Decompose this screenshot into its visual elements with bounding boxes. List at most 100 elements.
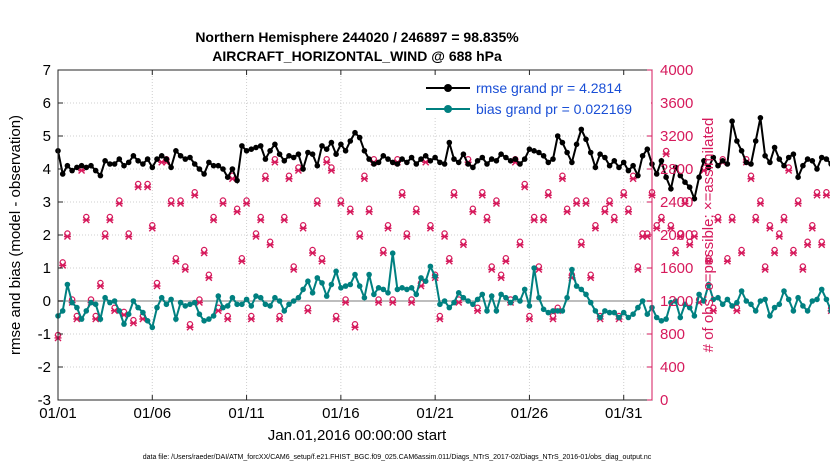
rmse-point [455,159,462,166]
obs-assimilated-marker [280,216,288,224]
legend-bias-label: bias grand pr = 0.022169 [476,101,632,117]
obs-assimilated-marker [337,200,345,207]
bias-point [111,298,118,304]
bias-point [540,306,547,313]
bias-point [380,286,387,293]
bias-point [498,291,504,298]
bias-point [130,298,137,304]
y-left-tick-label: 0 [43,293,51,310]
y-right-tick-label: 400 [660,359,685,376]
bias-point [818,286,825,293]
obs-assimilated-marker [497,274,505,282]
bias-point [314,275,321,281]
obs-assimilated-marker [502,257,510,265]
obs-assimilated-marker [285,175,293,183]
y-left-tick-label: 4 [43,161,51,178]
y-right-tick-label: 2000 [660,227,693,244]
obs-assimilated-marker [441,233,449,240]
bias-point [239,301,245,308]
bias-point [191,299,198,306]
obs-assimilated-marker [483,216,491,224]
rmse-point [715,162,721,169]
y-left-tick-label: 2 [43,227,51,244]
obs-assimilated-marker [822,191,830,199]
rmse-point [776,156,783,162]
obs-assimilated-marker [148,224,156,232]
y-left-tick-label: -2 [38,359,51,376]
rmse-point [394,161,401,167]
rmse-point [262,156,269,162]
bias-point [569,266,575,273]
rmse-point [78,162,85,169]
bias-point [488,293,495,299]
bias-point [323,293,330,299]
obs-assimilated-marker [723,257,731,265]
rmse-point [554,133,561,139]
obs-assimilated-marker [629,175,637,183]
obs-assimilated-marker [445,257,453,265]
obs-assimilated-marker [356,233,364,240]
obs-assimilated-marker [540,216,548,224]
rmse-point [437,159,443,166]
bias-point [262,301,269,308]
bias-point [639,298,646,304]
obs-assimilated-marker [756,200,764,207]
bias-point [578,286,585,293]
rmse-point [507,158,514,164]
rmse-point [399,156,405,162]
rmse-point [639,153,646,159]
bias-point [177,299,184,306]
bias-point [823,296,830,303]
obs-assimilated-marker [624,208,632,216]
rmse-point [121,162,127,169]
bias-point [470,301,476,308]
bias-point [149,324,156,331]
rmse-point [371,161,377,167]
rmse-point [102,158,108,164]
y-right-tick-label: 1200 [660,293,693,310]
bias-point [587,299,594,306]
obs-assimilated-marker [492,200,500,207]
bias-point [356,283,363,289]
rmse-point [738,148,745,154]
bias-point [305,278,311,285]
obs-assimilated-marker [398,191,406,199]
y-left-tick-label: 6 [43,95,51,112]
rmse-point [521,156,528,162]
rmse-point [286,153,292,159]
obs-assimilated-marker [238,257,246,265]
bias-point [135,304,141,311]
data-file-footer: data file: /Users/raeder/DAI/ATM_forcXX/… [143,454,652,461]
chart-title-line1: Northern Hemisphere 244020 / 246897 = 98… [195,29,519,45]
rmse-point [187,154,193,161]
rmse-point [347,138,354,144]
bias-point [795,294,801,301]
obs-assimilated-marker [177,200,185,207]
bias-point [771,304,778,311]
rmse-point [809,158,816,164]
bias-point [809,298,816,304]
obs-assimilated-marker [549,315,557,323]
obs-assimilated-marker [271,158,279,166]
bias-point [102,294,108,301]
rmse-point [682,179,688,185]
rmse-point [620,159,627,166]
rmse-point [130,153,137,159]
bias-point [630,311,636,318]
rmse-point [64,162,71,169]
obs-assimilated-marker [304,307,312,315]
rmse-point [333,151,339,157]
bias-point [724,296,731,303]
bias-point [653,314,660,321]
rmse-point [257,143,264,149]
bias-point [220,304,226,311]
rmse-point [814,166,820,172]
rmse-point [564,149,570,156]
bias-point [465,298,471,304]
obs-assimilated-marker [780,216,788,224]
bias-point [701,298,707,304]
rmse-point [173,148,179,154]
rmse-point [149,164,156,171]
obs-assimilated-marker [313,200,321,207]
